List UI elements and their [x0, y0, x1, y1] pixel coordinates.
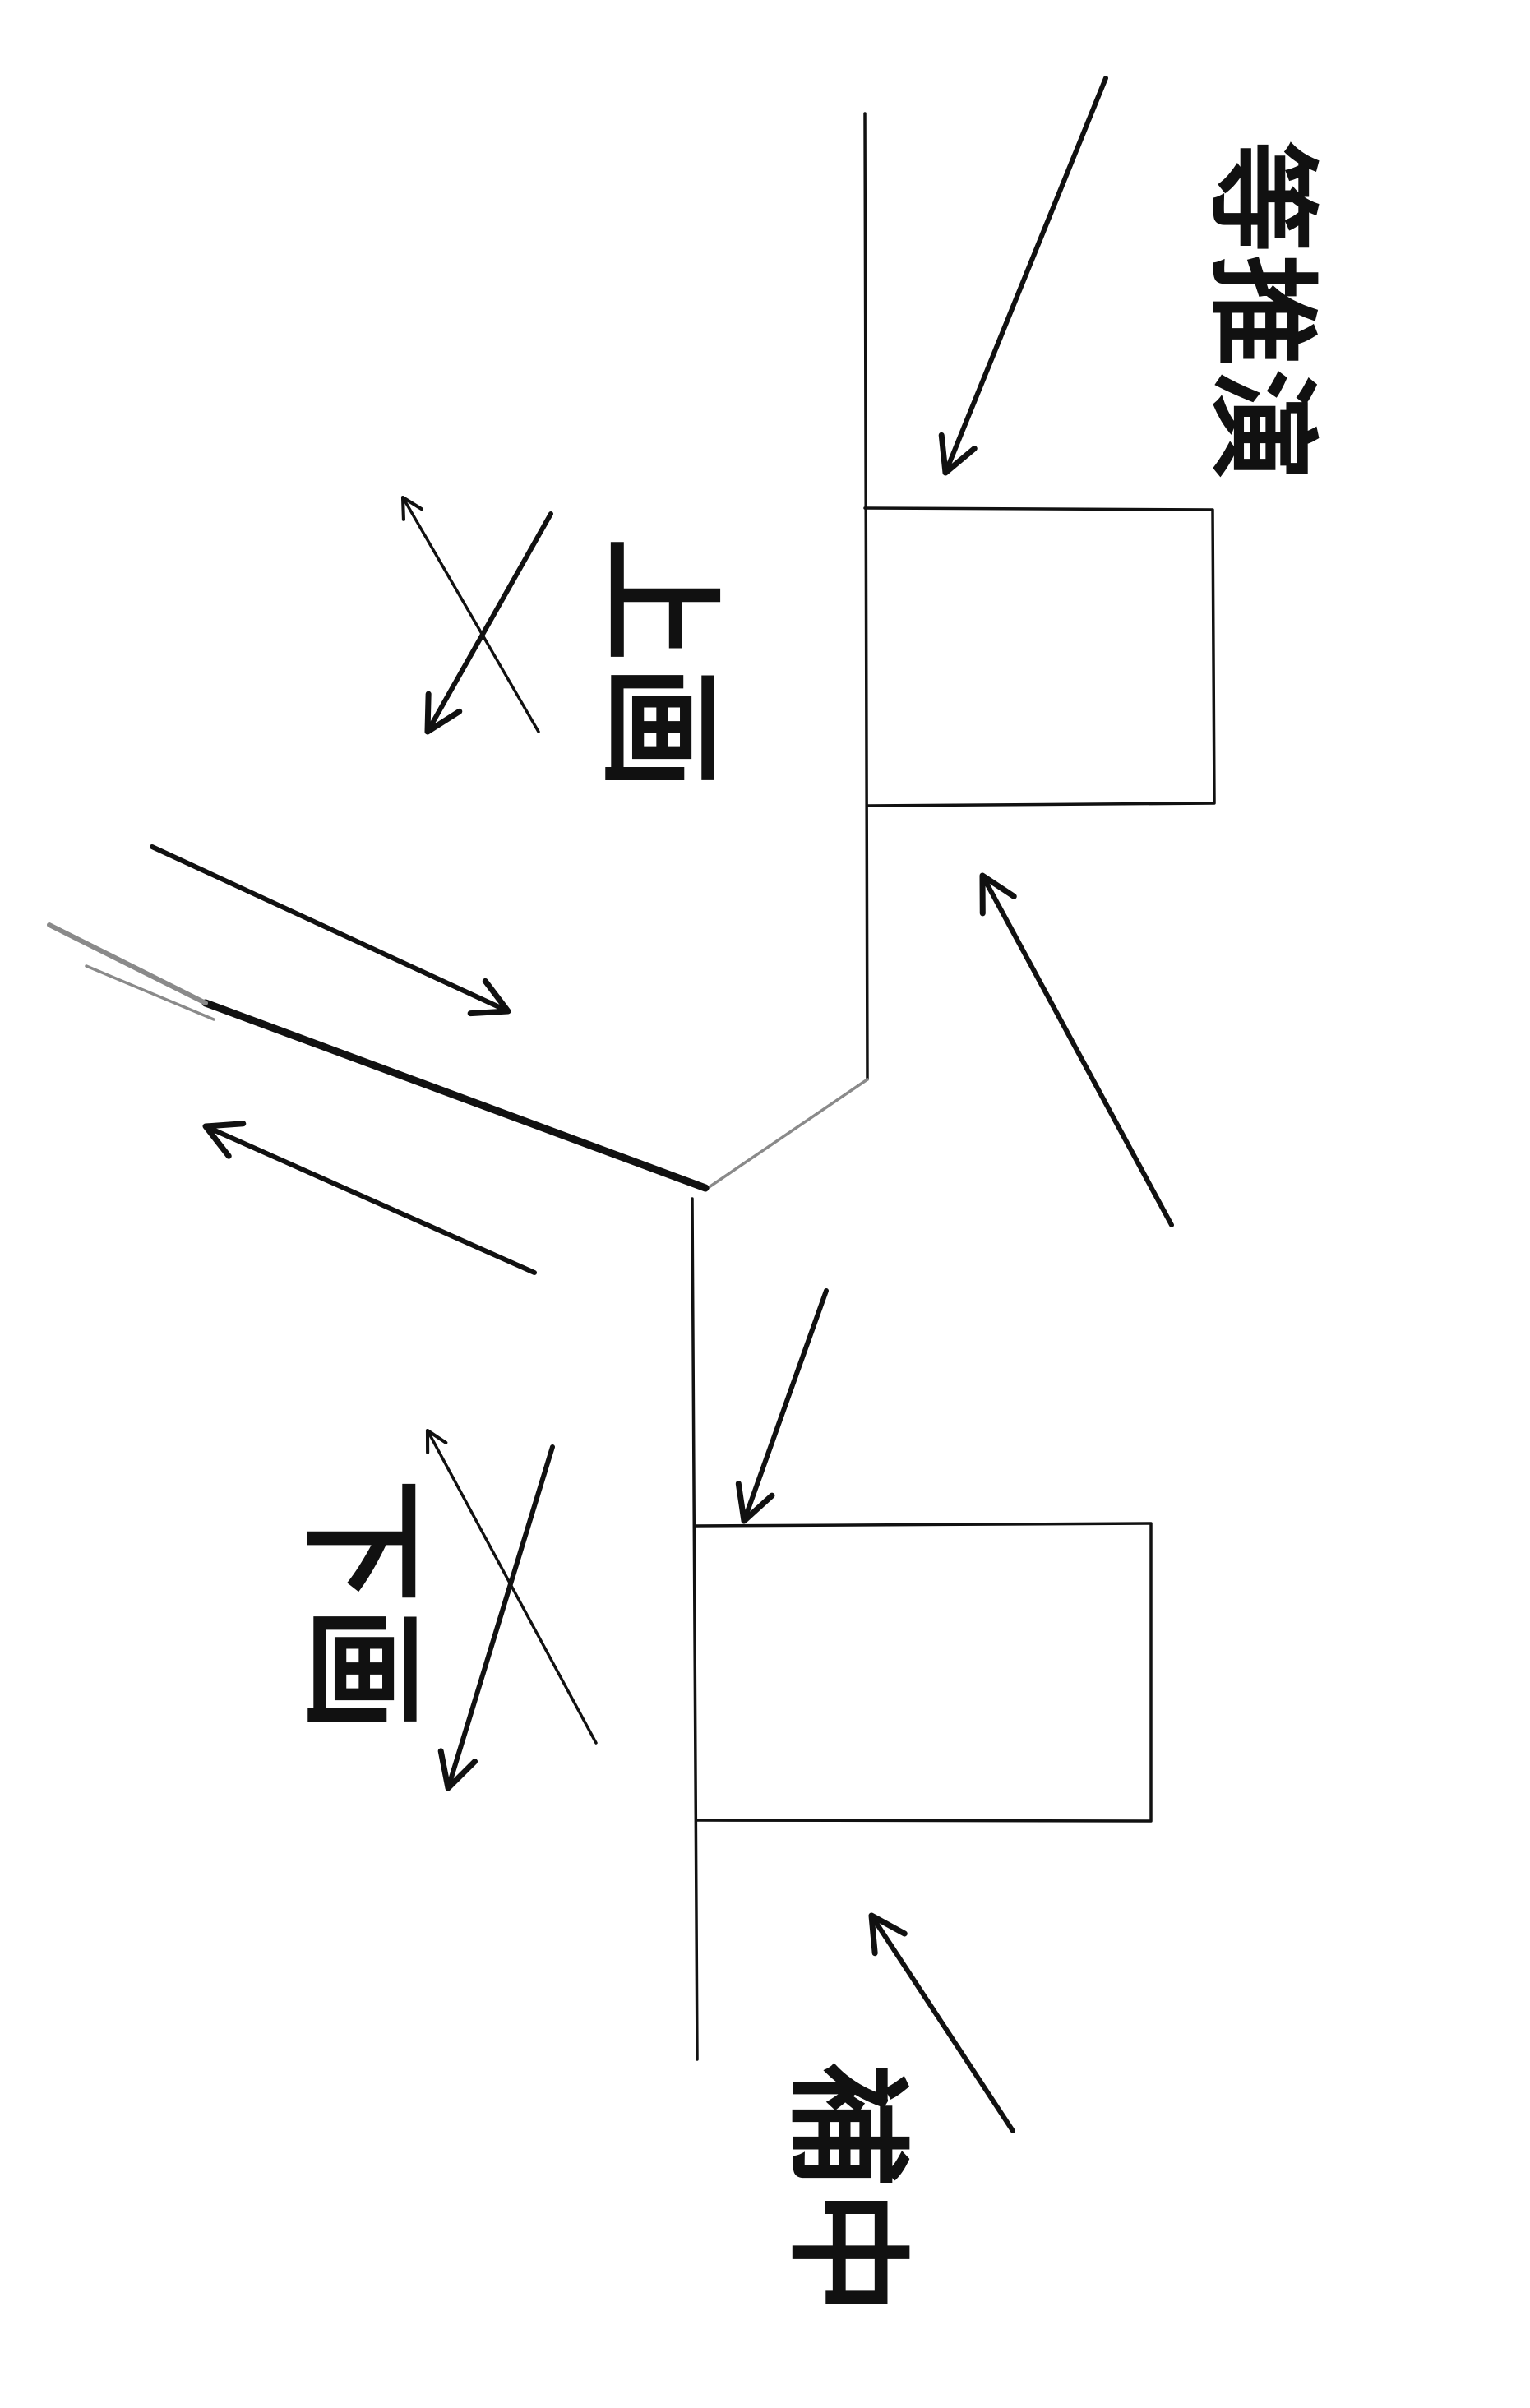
arrow-top-right [938, 76, 1108, 476]
joint-diagonal [704, 1078, 869, 1191]
thick-diagonal-tail [47, 922, 208, 1005]
arrow-upper-left [424, 511, 553, 735]
arrow-bottom [868, 1912, 1015, 2133]
arrow-lower-cross [425, 1428, 598, 1745]
lower-main-line [691, 1197, 699, 2061]
arrow-middle-down [735, 1288, 829, 1524]
thick-diagonal-tail-2 [85, 964, 215, 1021]
arrow-lower-left [437, 1444, 555, 1791]
arrow-left-flow-down [150, 844, 511, 1017]
arrow-upper-cross [400, 495, 540, 733]
label-top-right: 等推演 [1197, 141, 1328, 484]
label-lower-middle: 下画 [289, 1478, 434, 1736]
label-upper-middle: 上画 [587, 537, 732, 794]
arrow-right-flow-up [979, 872, 1174, 1227]
upper-main-line [863, 112, 869, 1081]
label-bottom: 補中 [774, 2062, 919, 2319]
thick-diagonal [201, 999, 710, 1192]
lower-box [694, 1522, 1153, 1823]
upper-box [863, 506, 1216, 807]
arrow-left-flow-up [202, 1121, 537, 1275]
